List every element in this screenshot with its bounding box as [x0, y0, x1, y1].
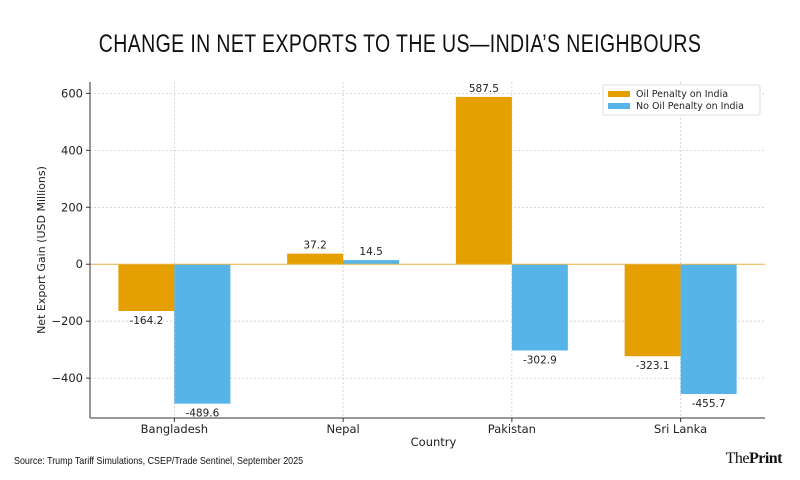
- source-note: Source: Trump Tariff Simulations, CSEP/T…: [14, 455, 304, 467]
- y-axis-label: Net Export Gain (USD Millions): [35, 166, 48, 334]
- y-tick-label: 600: [61, 86, 83, 100]
- data-label: -164.2: [129, 315, 163, 327]
- logo-print: Print: [748, 450, 783, 467]
- chart-title: CHANGE IN NET EXPORTS TO THE US—INDIA’S …: [98, 30, 702, 58]
- y-tick-label: 400: [61, 143, 83, 157]
- y-tick-label: −400: [51, 371, 83, 385]
- bar-no-oil-penalty: [174, 264, 231, 404]
- x-tick-label: Sri Lanka: [654, 422, 707, 436]
- legend-label: No Oil Penalty on India: [636, 101, 744, 112]
- y-tick-label: −200: [51, 314, 83, 328]
- x-tick-label: Bangladesh: [141, 422, 208, 436]
- bar-oil-penalty: [118, 264, 175, 311]
- theprint-logo: ThePrint: [725, 450, 783, 468]
- data-label: -302.9: [523, 354, 557, 366]
- logo-the: The: [725, 450, 750, 467]
- data-label: -455.7: [692, 398, 726, 410]
- x-axis-label: Country: [411, 435, 457, 449]
- data-label: 587.5: [469, 83, 499, 95]
- x-tick-label: Pakistan: [488, 422, 536, 436]
- y-tick-label: 0: [76, 257, 83, 271]
- bar-oil-penalty: [287, 253, 344, 265]
- y-tick-label: 200: [61, 200, 83, 214]
- legend-swatch: [608, 91, 630, 97]
- data-label: 14.5: [359, 246, 382, 258]
- legend-swatch: [608, 103, 630, 109]
- bar-no-oil-penalty: [511, 264, 568, 351]
- x-tick-label: Nepal: [327, 422, 360, 436]
- bar-oil-penalty: [624, 264, 681, 357]
- bar-no-oil-penalty: [343, 260, 400, 265]
- data-label: -489.6: [185, 408, 219, 420]
- data-label: 37.2: [303, 240, 326, 252]
- data-label: -323.1: [636, 360, 670, 372]
- legend-label: Oil Penalty on India: [636, 89, 728, 100]
- bar-no-oil-penalty: [680, 264, 737, 394]
- legend-box: [602, 84, 761, 116]
- bar-oil-penalty: [455, 96, 512, 265]
